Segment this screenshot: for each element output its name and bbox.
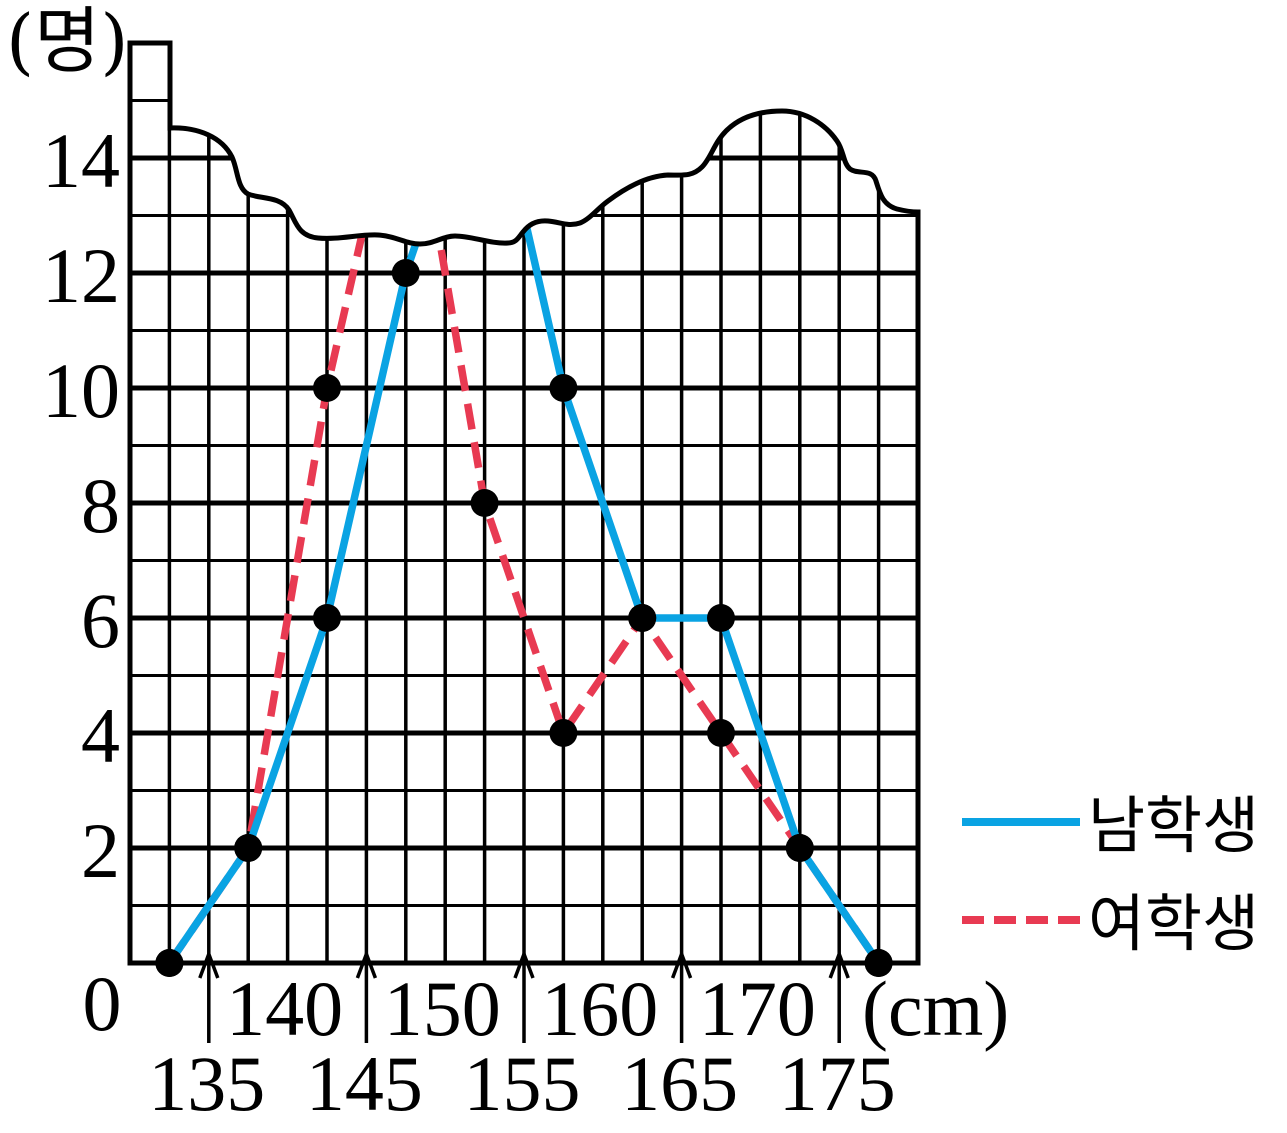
chart-frame (127, 40, 921, 966)
x-tick-label: 140 (226, 965, 343, 1052)
data-point-boys (707, 604, 735, 632)
data-point-boys (391, 259, 420, 287)
x-tick-label: 145 (306, 1040, 423, 1127)
y-tick-label: 12 (42, 232, 120, 319)
origin-label: 0 (83, 960, 122, 1047)
x-tick-label: 165 (621, 1040, 738, 1127)
legend-label-girls: 여학생 (1088, 887, 1259, 960)
legend-label-boys: 남학생 (1088, 789, 1259, 862)
x-axis-unit-label: (cm) (862, 965, 1009, 1052)
x-tick-arrow (355, 949, 378, 1043)
data-point-girls (155, 949, 184, 977)
data-point-girls (864, 949, 893, 977)
x-tick-label: 150 (384, 965, 501, 1052)
grid (130, 43, 918, 963)
y-axis-unit-label: (명) (6, 0, 128, 83)
x-tick-arrow (828, 949, 850, 1043)
x-tick-arrow (513, 949, 535, 1043)
x-tick-arrow (670, 949, 693, 1043)
data-point-girls (549, 719, 578, 747)
data-point-girls (470, 489, 499, 517)
x-tick-label: 170 (699, 965, 816, 1052)
x-tick-label: 155 (464, 1040, 581, 1127)
x-tick-label: 160 (541, 965, 658, 1052)
x-tick-arrow (198, 949, 220, 1043)
series-line-girls (166, 43, 882, 963)
y-tick-label: 4 (81, 692, 120, 779)
data-point-girls (234, 834, 263, 862)
data-point-girls (313, 374, 341, 402)
legend: 남학생 여학생 (962, 789, 1259, 960)
x-tick-label: 135 (148, 1040, 265, 1127)
data-point-boys (549, 374, 578, 402)
y-tick-label: 2 (81, 807, 120, 894)
data-point-boys (313, 604, 341, 632)
y-tick-label: 10 (42, 347, 120, 434)
y-tick-label: 8 (81, 462, 120, 549)
y-tick-label: 14 (42, 117, 120, 204)
x-tick-label: 175 (779, 1040, 896, 1127)
data-point-girls (628, 604, 657, 632)
axis-ticks: 2 4 6 8 10 12 14 140 150 160 170 135 145 155 165 175 (42, 117, 896, 1127)
y-tick-label: 6 (81, 577, 120, 664)
data-points (155, 259, 893, 977)
data-point-girls (785, 834, 814, 862)
data-point-girls (707, 719, 735, 747)
